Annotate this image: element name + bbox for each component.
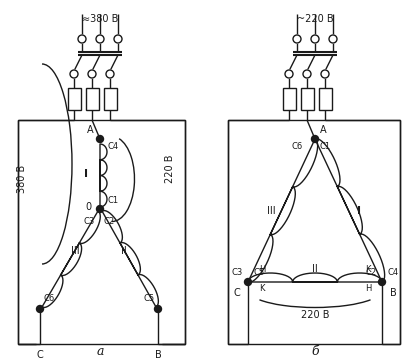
Circle shape: [37, 305, 44, 313]
Text: C6: C6: [43, 294, 54, 303]
Circle shape: [88, 70, 96, 78]
Circle shape: [245, 278, 252, 285]
Text: а: а: [96, 345, 104, 358]
Text: I: I: [84, 169, 88, 179]
Text: 220 В: 220 В: [301, 310, 329, 320]
Text: б: б: [311, 345, 319, 358]
Text: C5: C5: [253, 268, 264, 277]
Bar: [18, 120, 185, 344]
Text: C1: C1: [107, 196, 118, 205]
Text: K: K: [259, 284, 265, 293]
Text: C4: C4: [107, 142, 118, 151]
Text: C3: C3: [84, 217, 95, 226]
Text: C: C: [233, 288, 240, 298]
Text: C: C: [37, 350, 43, 360]
Text: C6: C6: [292, 142, 303, 151]
Bar: [104, 88, 116, 110]
Text: 220 В: 220 В: [165, 155, 175, 183]
Text: H: H: [259, 265, 265, 274]
Text: B: B: [155, 350, 161, 360]
Text: A: A: [87, 125, 94, 135]
Circle shape: [97, 135, 104, 142]
Text: C3: C3: [232, 268, 243, 277]
Bar: [228, 120, 400, 344]
Text: C4: C4: [387, 268, 398, 277]
Circle shape: [285, 70, 293, 78]
Circle shape: [70, 70, 78, 78]
Text: C2: C2: [103, 217, 114, 226]
Circle shape: [303, 70, 311, 78]
Bar: [86, 88, 99, 110]
Circle shape: [97, 206, 104, 213]
Text: B: B: [390, 288, 397, 298]
Circle shape: [379, 278, 386, 285]
Text: C5: C5: [144, 294, 155, 303]
Bar: [300, 88, 314, 110]
Text: H: H: [365, 284, 371, 293]
Text: II: II: [121, 246, 127, 256]
Text: ~220 В: ~220 В: [297, 14, 333, 24]
Circle shape: [321, 70, 329, 78]
Circle shape: [293, 35, 301, 43]
Text: C1: C1: [319, 142, 330, 151]
Text: K: K: [365, 265, 371, 274]
Text: III: III: [267, 206, 276, 215]
Bar: [319, 88, 332, 110]
Text: I: I: [357, 206, 361, 215]
Circle shape: [96, 35, 104, 43]
Text: 380 В: 380 В: [17, 165, 27, 193]
Bar: [282, 88, 295, 110]
Circle shape: [312, 135, 319, 142]
Bar: [67, 88, 81, 110]
Circle shape: [106, 70, 114, 78]
Circle shape: [114, 35, 122, 43]
Circle shape: [154, 305, 161, 313]
Circle shape: [311, 35, 319, 43]
Text: III: III: [71, 246, 79, 256]
Circle shape: [329, 35, 337, 43]
Text: 0: 0: [86, 202, 92, 212]
Text: A: A: [320, 125, 327, 135]
Text: II: II: [312, 264, 318, 274]
Text: C2: C2: [366, 268, 377, 277]
Circle shape: [78, 35, 86, 43]
Text: ≈380 В: ≈380 В: [82, 14, 118, 24]
